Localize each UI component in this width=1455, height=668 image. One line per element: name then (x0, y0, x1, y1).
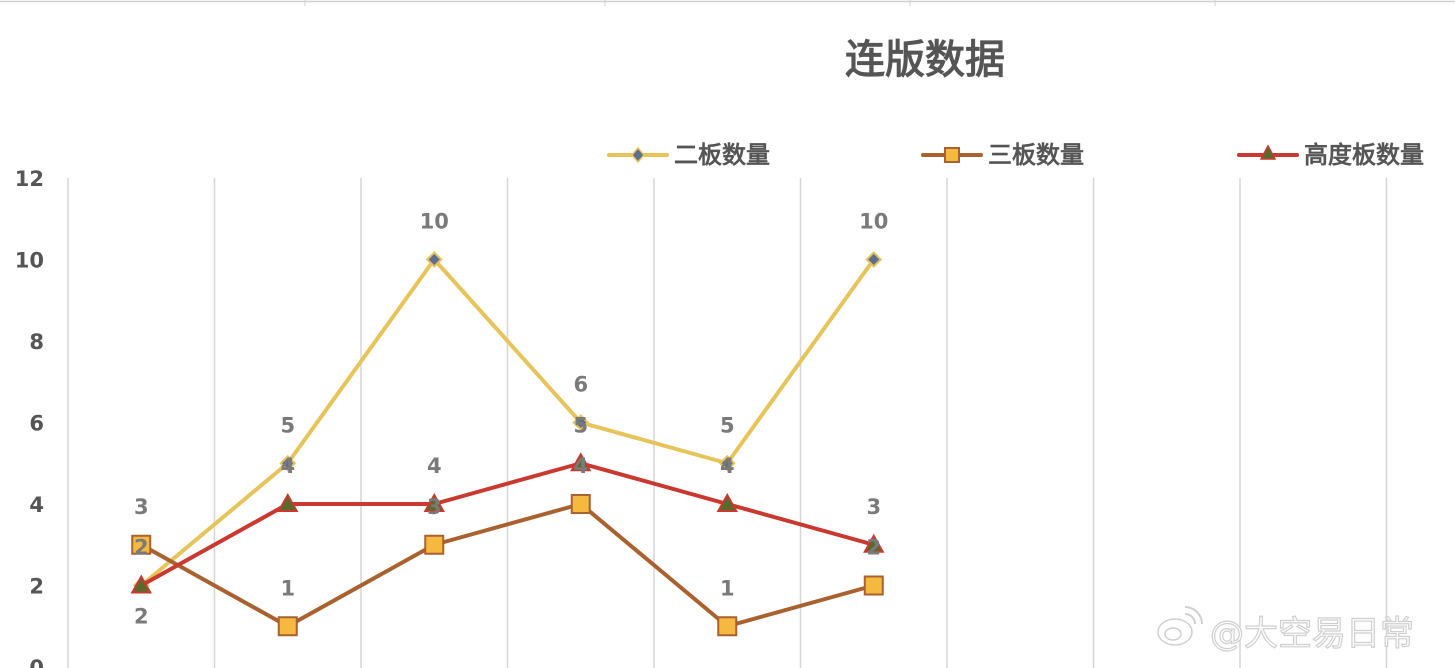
legend-label: 三板数量 (988, 141, 1084, 169)
data-label: 3 (134, 495, 149, 519)
data-point-triangle (277, 492, 299, 512)
gridlines (67, 178, 1388, 668)
data-point-triangle (423, 492, 445, 512)
data-label: 4 (280, 454, 295, 478)
data-point-triangle (716, 492, 738, 512)
data-point-diamond (279, 454, 297, 472)
data-point-square (863, 575, 884, 596)
data-point-triangle (863, 533, 885, 553)
data-label: 1 (280, 576, 295, 600)
data-label: 10 (420, 210, 449, 234)
series-line (139, 257, 876, 588)
legend-item: 三板数量 (921, 141, 1084, 169)
legend-square-icon (944, 147, 960, 163)
data-point-triangle (130, 574, 152, 594)
top-border (0, 0, 1455, 6)
legend-label: 二板数量 (674, 141, 770, 169)
data-label: 4 (720, 454, 735, 478)
y-tick-label: 12 (15, 167, 44, 191)
data-point-diamond (718, 454, 736, 472)
data-label: 3 (866, 495, 881, 519)
data-point-square (717, 616, 738, 637)
data-point-square (277, 616, 298, 637)
watermark-text: @大空易日常 (1210, 614, 1414, 654)
data-label: 5 (720, 413, 735, 437)
y-axis: 0 2 4 6 8 10 12 (15, 167, 44, 668)
data-label: 5 (280, 413, 295, 437)
legend-label: 高度板数量 (1304, 141, 1424, 169)
series-line (140, 461, 875, 588)
data-label: 1 (720, 576, 735, 600)
data-label: 5 (573, 413, 588, 437)
legend: 二板数量 三板数量 高度板数量 (607, 141, 1424, 169)
legend-item: 高度板数量 (1237, 141, 1424, 169)
chart-title: 连版数据 (845, 37, 1005, 83)
data-label: 2 (134, 536, 149, 560)
y-tick-label: 0 (29, 656, 44, 668)
data-labels: 2 5 10 6 5 10 3 1 3 4 1 2 2 4 4 5 4 3 (134, 210, 888, 629)
y-tick-label: 10 (15, 249, 44, 273)
data-point-square (424, 534, 445, 555)
y-tick-label: 4 (29, 493, 44, 517)
weibo-logo-icon (1157, 606, 1203, 646)
data-label: 10 (859, 210, 888, 234)
y-tick-label: 6 (29, 412, 44, 436)
watermark: @大空易日常 (1157, 606, 1415, 655)
data-label: 6 (573, 373, 588, 397)
data-point-diamond (865, 251, 883, 268)
data-label: 3 (427, 495, 442, 519)
legend-diamond-icon (631, 146, 645, 164)
legend-triangle-icon (1259, 144, 1277, 160)
data-label: 2 (134, 605, 149, 629)
series-group (130, 251, 885, 637)
series-square (131, 494, 884, 637)
data-point-diamond (572, 414, 590, 431)
data-point-square (131, 534, 152, 555)
data-label: 4 (427, 454, 442, 478)
y-tick-label: 8 (29, 330, 44, 354)
legend-item: 二板数量 (607, 141, 770, 169)
series-triangle (130, 452, 885, 594)
data-label: 2 (866, 536, 881, 560)
data-point-square (570, 494, 591, 514)
y-tick-label: 2 (29, 575, 44, 599)
data-point-triangle (570, 452, 592, 472)
data-point-diamond (425, 251, 443, 268)
series-line (140, 502, 875, 629)
data-label: 4 (573, 454, 588, 478)
